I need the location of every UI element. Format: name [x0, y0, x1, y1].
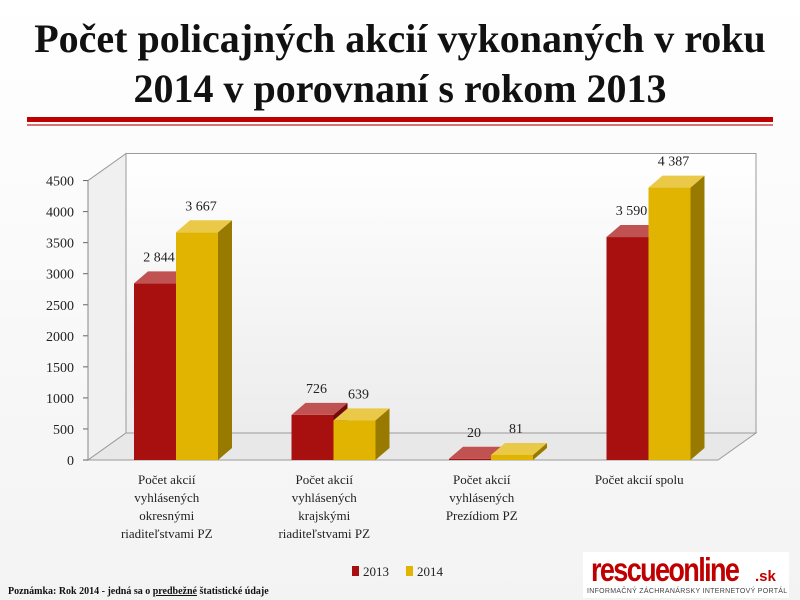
data-label-2014: 4 387 — [658, 155, 690, 170]
legend-label-2013: 2013 — [363, 564, 389, 579]
bar-2014-front — [648, 187, 691, 460]
category-label-line: vyhlásených — [292, 490, 357, 505]
bar-2014-top — [176, 220, 232, 233]
footnote-prefix: Poznámka: Rok 2014 - jedná sa o — [8, 586, 153, 597]
bar-2014-side — [533, 442, 547, 460]
data-label-2014: 3 667 — [185, 199, 217, 214]
title-line-1: Počet policajných akcií vykonaných v rok… — [34, 16, 766, 61]
data-label-2013: 20 — [467, 426, 481, 441]
category-label-line: Počet akcií spolu — [595, 472, 684, 487]
bar-2014-top — [333, 408, 390, 421]
bar-2014-side — [218, 220, 232, 460]
data-label-2014: 639 — [348, 387, 369, 402]
y-tick-label: 3000 — [46, 268, 74, 283]
footnote-suffix: štatistické údaje — [197, 586, 269, 597]
bar-2014-front — [491, 454, 533, 460]
y-tick-label: 4000 — [46, 206, 74, 221]
y-tick-label: 1500 — [46, 361, 74, 376]
footnote: Poznámka: Rok 2014 - jedná sa o predbežn… — [8, 586, 269, 597]
category-label: Počet akcií vyhlásených okresnými riaditeľs… — [121, 472, 213, 541]
bar-2014-top — [648, 175, 705, 188]
category-label-line: Prezídiom PZ — [446, 508, 518, 523]
title-line-2: 2014 v porovnaní s rokom 2013 — [133, 66, 667, 111]
y-tick-label: 2000 — [46, 330, 74, 345]
chart-side-wall — [87, 152, 127, 461]
category-label-line: Počet akcií — [453, 472, 511, 487]
data-label-2013: 3 590 — [616, 204, 648, 219]
category-label: Počet akcií vyhlásených Prezídiom PZ — [446, 472, 518, 523]
category-label-line: riaditeľstvami PZ — [278, 526, 370, 541]
category-label-line: krajskými — [298, 508, 350, 523]
bar-2014-side — [375, 408, 390, 460]
y-tick-label: 500 — [53, 423, 74, 438]
bar-2013-front — [291, 414, 334, 460]
category-label-line: riaditeľstvami PZ — [121, 526, 213, 541]
logo-wordmark: rescueonline — [591, 551, 740, 588]
bar-2014-front — [333, 420, 376, 460]
data-label-2013: 726 — [306, 382, 327, 397]
y-tick-label: 4500 — [46, 175, 74, 190]
data-label-2013: 2 844 — [143, 250, 175, 265]
y-tick-label: 3500 — [46, 237, 74, 252]
category-label-line: vyhlásených — [134, 490, 199, 505]
y-tick-label: 2500 — [46, 299, 74, 314]
logo-tld: .sk — [755, 568, 776, 585]
bar-2013-front — [449, 458, 491, 460]
legend-swatch-2014 — [406, 566, 413, 576]
category-label: Počet akcií vyhlásených krajskými riaditeľs… — [278, 472, 370, 541]
bar-2014-front — [176, 232, 218, 460]
bar-2014-side — [690, 175, 705, 460]
legend-swatch-2013 — [352, 566, 359, 576]
category-label-line: okresnými — [139, 508, 194, 523]
category-label-line: Počet akcií — [138, 472, 196, 487]
footnote-emphasis: predbežné — [152, 586, 197, 597]
legend-label-2014: 2014 — [417, 564, 444, 579]
category-label: Počet akcií spolu — [595, 472, 684, 487]
slide-title: Počet policajných akcií vykonaných v rok… — [0, 14, 800, 114]
y-tick-label: 1000 — [46, 392, 74, 407]
data-label-2014: 81 — [509, 422, 523, 437]
rescueonline-logo[interactable]: rescueonline .sk INFORMAČNÝ ZÁCHRANÁRSKY… — [583, 552, 789, 598]
title-rule — [27, 117, 773, 122]
category-label-line: Počet akcií — [296, 472, 354, 487]
title-rule-thin — [27, 124, 773, 126]
category-label-line: vyhlásených — [449, 490, 514, 505]
y-tick-label: 0 — [67, 454, 74, 469]
bar-2013-front — [134, 283, 176, 460]
logo-tagline: INFORMAČNÝ ZÁCHRANÁRSKY INTERNETOVÝ PORT… — [587, 588, 788, 595]
bar-2013-top — [291, 402, 348, 415]
bar-2013-front — [606, 237, 649, 460]
bar-2014-top — [491, 442, 547, 455]
